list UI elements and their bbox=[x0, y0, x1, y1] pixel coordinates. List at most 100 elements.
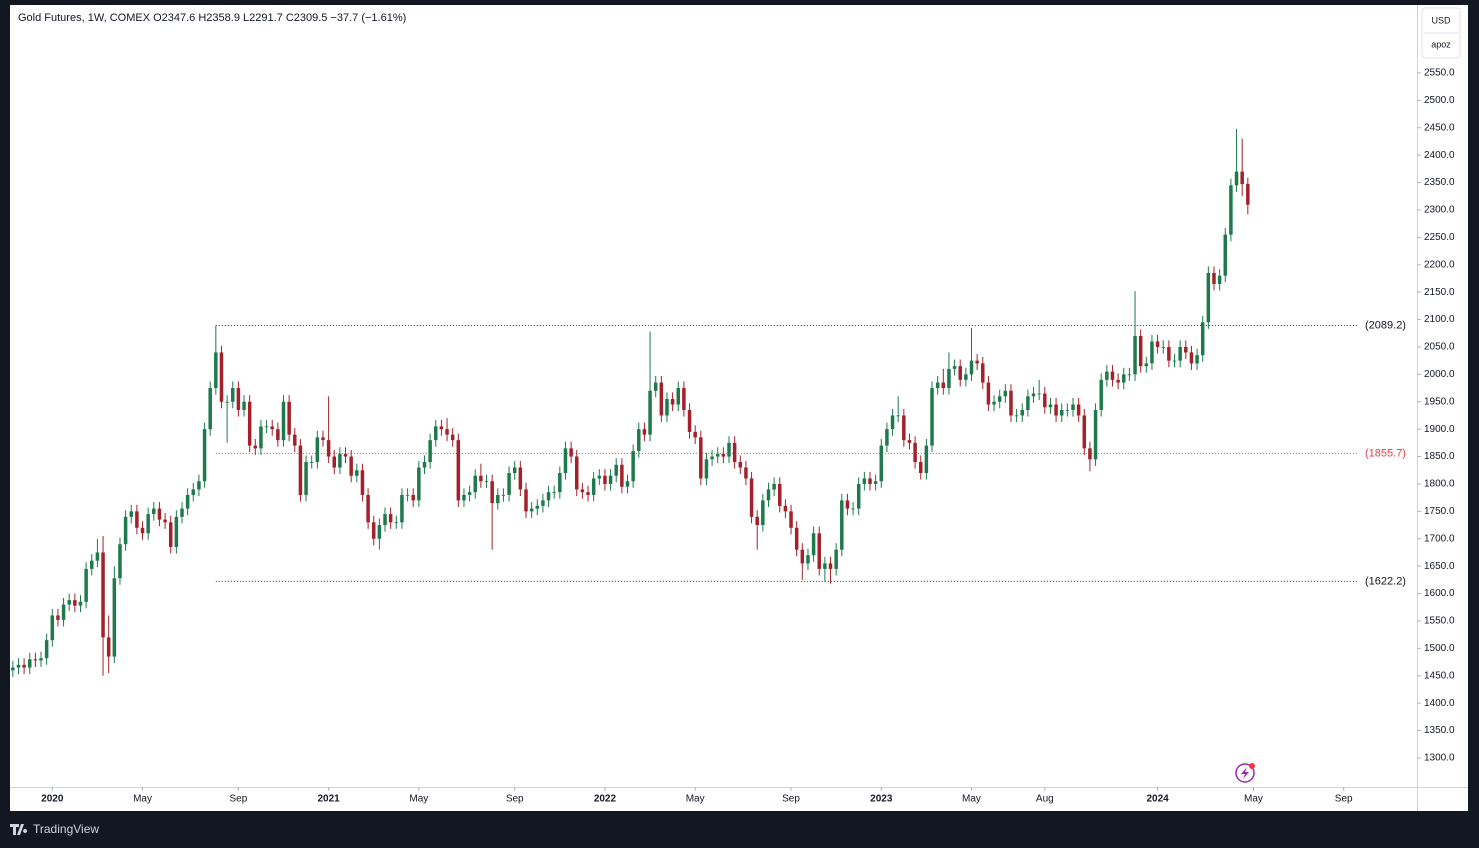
candle-body bbox=[11, 667, 15, 671]
y-tick-label: 2200.0 bbox=[1424, 259, 1455, 270]
candle-body bbox=[546, 492, 551, 501]
candle-body bbox=[783, 505, 788, 512]
candle-body bbox=[1082, 415, 1087, 449]
candle-body bbox=[608, 475, 613, 484]
candle-body bbox=[146, 514, 150, 534]
candle-body bbox=[270, 426, 274, 430]
candle-body bbox=[1054, 404, 1058, 416]
candle-body bbox=[411, 494, 415, 501]
candle-body bbox=[1138, 335, 1143, 367]
candle-body bbox=[828, 563, 833, 569]
candle-body bbox=[930, 388, 934, 446]
candle-body bbox=[242, 401, 246, 410]
candle-body bbox=[924, 445, 929, 473]
y-tick-label: 1300.0 bbox=[1424, 753, 1455, 764]
candle-body bbox=[315, 437, 320, 463]
candle-body bbox=[749, 478, 754, 517]
candle-body bbox=[512, 467, 517, 473]
level-label: (1855.7) bbox=[1365, 447, 1406, 459]
candle-body bbox=[1217, 275, 1222, 284]
candle-body bbox=[1116, 379, 1120, 383]
candle-body bbox=[1127, 374, 1132, 376]
brand[interactable]: TradingView bbox=[10, 822, 99, 836]
candle-body bbox=[997, 396, 1002, 402]
candle-body bbox=[95, 552, 100, 561]
candle-body bbox=[349, 456, 353, 476]
candle-body bbox=[118, 544, 122, 579]
candle-body bbox=[947, 368, 951, 389]
chart-pane bbox=[10, 5, 1468, 811]
candle-body bbox=[219, 352, 224, 402]
candle-body bbox=[332, 456, 337, 468]
candle-body bbox=[1240, 171, 1244, 185]
candle-body bbox=[1071, 404, 1075, 410]
candle-body bbox=[456, 440, 461, 501]
candle-body bbox=[1020, 409, 1024, 416]
candle-body bbox=[670, 399, 675, 405]
lightning-icon[interactable] bbox=[1235, 763, 1255, 783]
candle-body bbox=[152, 508, 156, 515]
candle-body bbox=[501, 494, 506, 496]
y-tick-label: 2500.0 bbox=[1424, 95, 1455, 106]
candle-body bbox=[524, 489, 528, 512]
x-tick-label: Sep bbox=[782, 794, 800, 805]
candles bbox=[11, 128, 1250, 677]
candle-body bbox=[78, 601, 83, 606]
candle-body bbox=[422, 462, 427, 468]
y-tick-label: 2000.0 bbox=[1424, 369, 1455, 380]
icon-dot bbox=[1249, 763, 1255, 769]
candle-body bbox=[1195, 355, 1199, 364]
candle-body bbox=[439, 426, 444, 430]
candle-body bbox=[772, 483, 776, 490]
candle-body bbox=[225, 401, 229, 403]
candle-body bbox=[309, 462, 314, 463]
y-tick-label: 2300.0 bbox=[1424, 205, 1455, 216]
chart-title: Gold Futures, 1W, COMEX O2347.6 H2358.9 … bbox=[18, 12, 406, 24]
candle-body bbox=[1093, 409, 1098, 460]
candle-body bbox=[326, 440, 331, 457]
scale-mode[interactable]: apoz bbox=[1431, 39, 1451, 49]
candle-body bbox=[44, 640, 49, 659]
candle-body bbox=[642, 429, 647, 435]
candle-body bbox=[1229, 185, 1233, 235]
candle-body bbox=[1003, 390, 1008, 397]
candle-body bbox=[625, 481, 630, 487]
candle-body bbox=[462, 494, 466, 501]
candle-body bbox=[490, 481, 494, 504]
y-tick-label: 2550.0 bbox=[1424, 68, 1455, 79]
candle-body bbox=[377, 525, 382, 539]
candle-body bbox=[687, 409, 692, 432]
x-tick-label: Sep bbox=[229, 794, 247, 805]
candle-body bbox=[620, 464, 624, 487]
candle-body bbox=[101, 552, 105, 638]
candle-body bbox=[755, 516, 759, 526]
candle-body bbox=[360, 470, 365, 495]
candle-body bbox=[907, 440, 912, 443]
candle-body bbox=[253, 445, 258, 449]
candle-body bbox=[1150, 341, 1154, 364]
candle-body bbox=[653, 382, 658, 391]
candle-body bbox=[231, 388, 235, 402]
candle-body bbox=[1167, 346, 1171, 361]
candle-body bbox=[445, 429, 449, 435]
candle-body bbox=[214, 352, 218, 389]
candle-body bbox=[287, 401, 291, 435]
candle-body bbox=[371, 522, 376, 539]
currency-label[interactable]: USD bbox=[1431, 15, 1451, 25]
candle-body bbox=[1234, 171, 1239, 186]
candle-body bbox=[1065, 409, 1070, 411]
candle-body bbox=[890, 415, 895, 430]
candle-body bbox=[840, 500, 844, 550]
candle-body bbox=[191, 489, 196, 495]
candle-body bbox=[558, 472, 562, 493]
candle-body bbox=[597, 475, 602, 479]
y-tick-label: 2100.0 bbox=[1424, 314, 1455, 325]
candle-body bbox=[913, 442, 917, 463]
candle-body bbox=[180, 508, 184, 517]
candle-body bbox=[208, 388, 212, 430]
candle-body bbox=[862, 478, 867, 484]
candle-body bbox=[591, 478, 596, 495]
candle-body bbox=[140, 527, 145, 534]
candle-body bbox=[992, 401, 996, 405]
